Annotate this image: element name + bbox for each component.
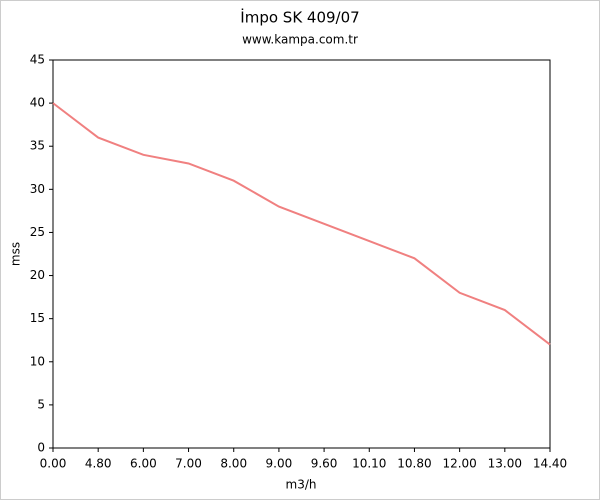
x-axis-label: m3/h xyxy=(286,478,317,492)
x-tick-label: 0.00 xyxy=(40,457,67,471)
y-tick-label: 35 xyxy=(30,139,45,153)
x-tick-label: 13.00 xyxy=(488,457,522,471)
x-tick-label: 10.10 xyxy=(352,457,386,471)
y-tick-label: 15 xyxy=(30,311,45,325)
x-tick-label: 4.80 xyxy=(85,457,112,471)
x-tick-label: 9.00 xyxy=(266,457,293,471)
data-line xyxy=(52,102,551,346)
chart-title: İmpo SK 409/07 xyxy=(240,8,359,27)
y-tick-label: 5 xyxy=(37,397,45,411)
plot-border xyxy=(52,59,551,449)
y-tick-label: 0 xyxy=(37,441,45,455)
y-axis-label: mss xyxy=(9,242,23,266)
x-tick-label: 12.00 xyxy=(442,457,476,471)
y-tick-label: 20 xyxy=(30,268,45,282)
y-tick-label: 45 xyxy=(30,53,45,67)
y-tick-label: 10 xyxy=(30,354,45,368)
x-tick-label: 14.40 xyxy=(533,457,567,471)
y-tick-label: 25 xyxy=(30,225,45,239)
chart-subtitle: www.kampa.com.tr xyxy=(242,33,358,47)
x-tick-label: 8.00 xyxy=(220,457,247,471)
y-tick-label: 30 xyxy=(30,182,45,196)
x-tick-label: 9.60 xyxy=(311,457,338,471)
y-tick-label: 40 xyxy=(30,96,45,110)
x-tick-label: 10.80 xyxy=(397,457,431,471)
x-tick-label: 7.00 xyxy=(175,457,202,471)
x-tick-label: 6.00 xyxy=(130,457,157,471)
